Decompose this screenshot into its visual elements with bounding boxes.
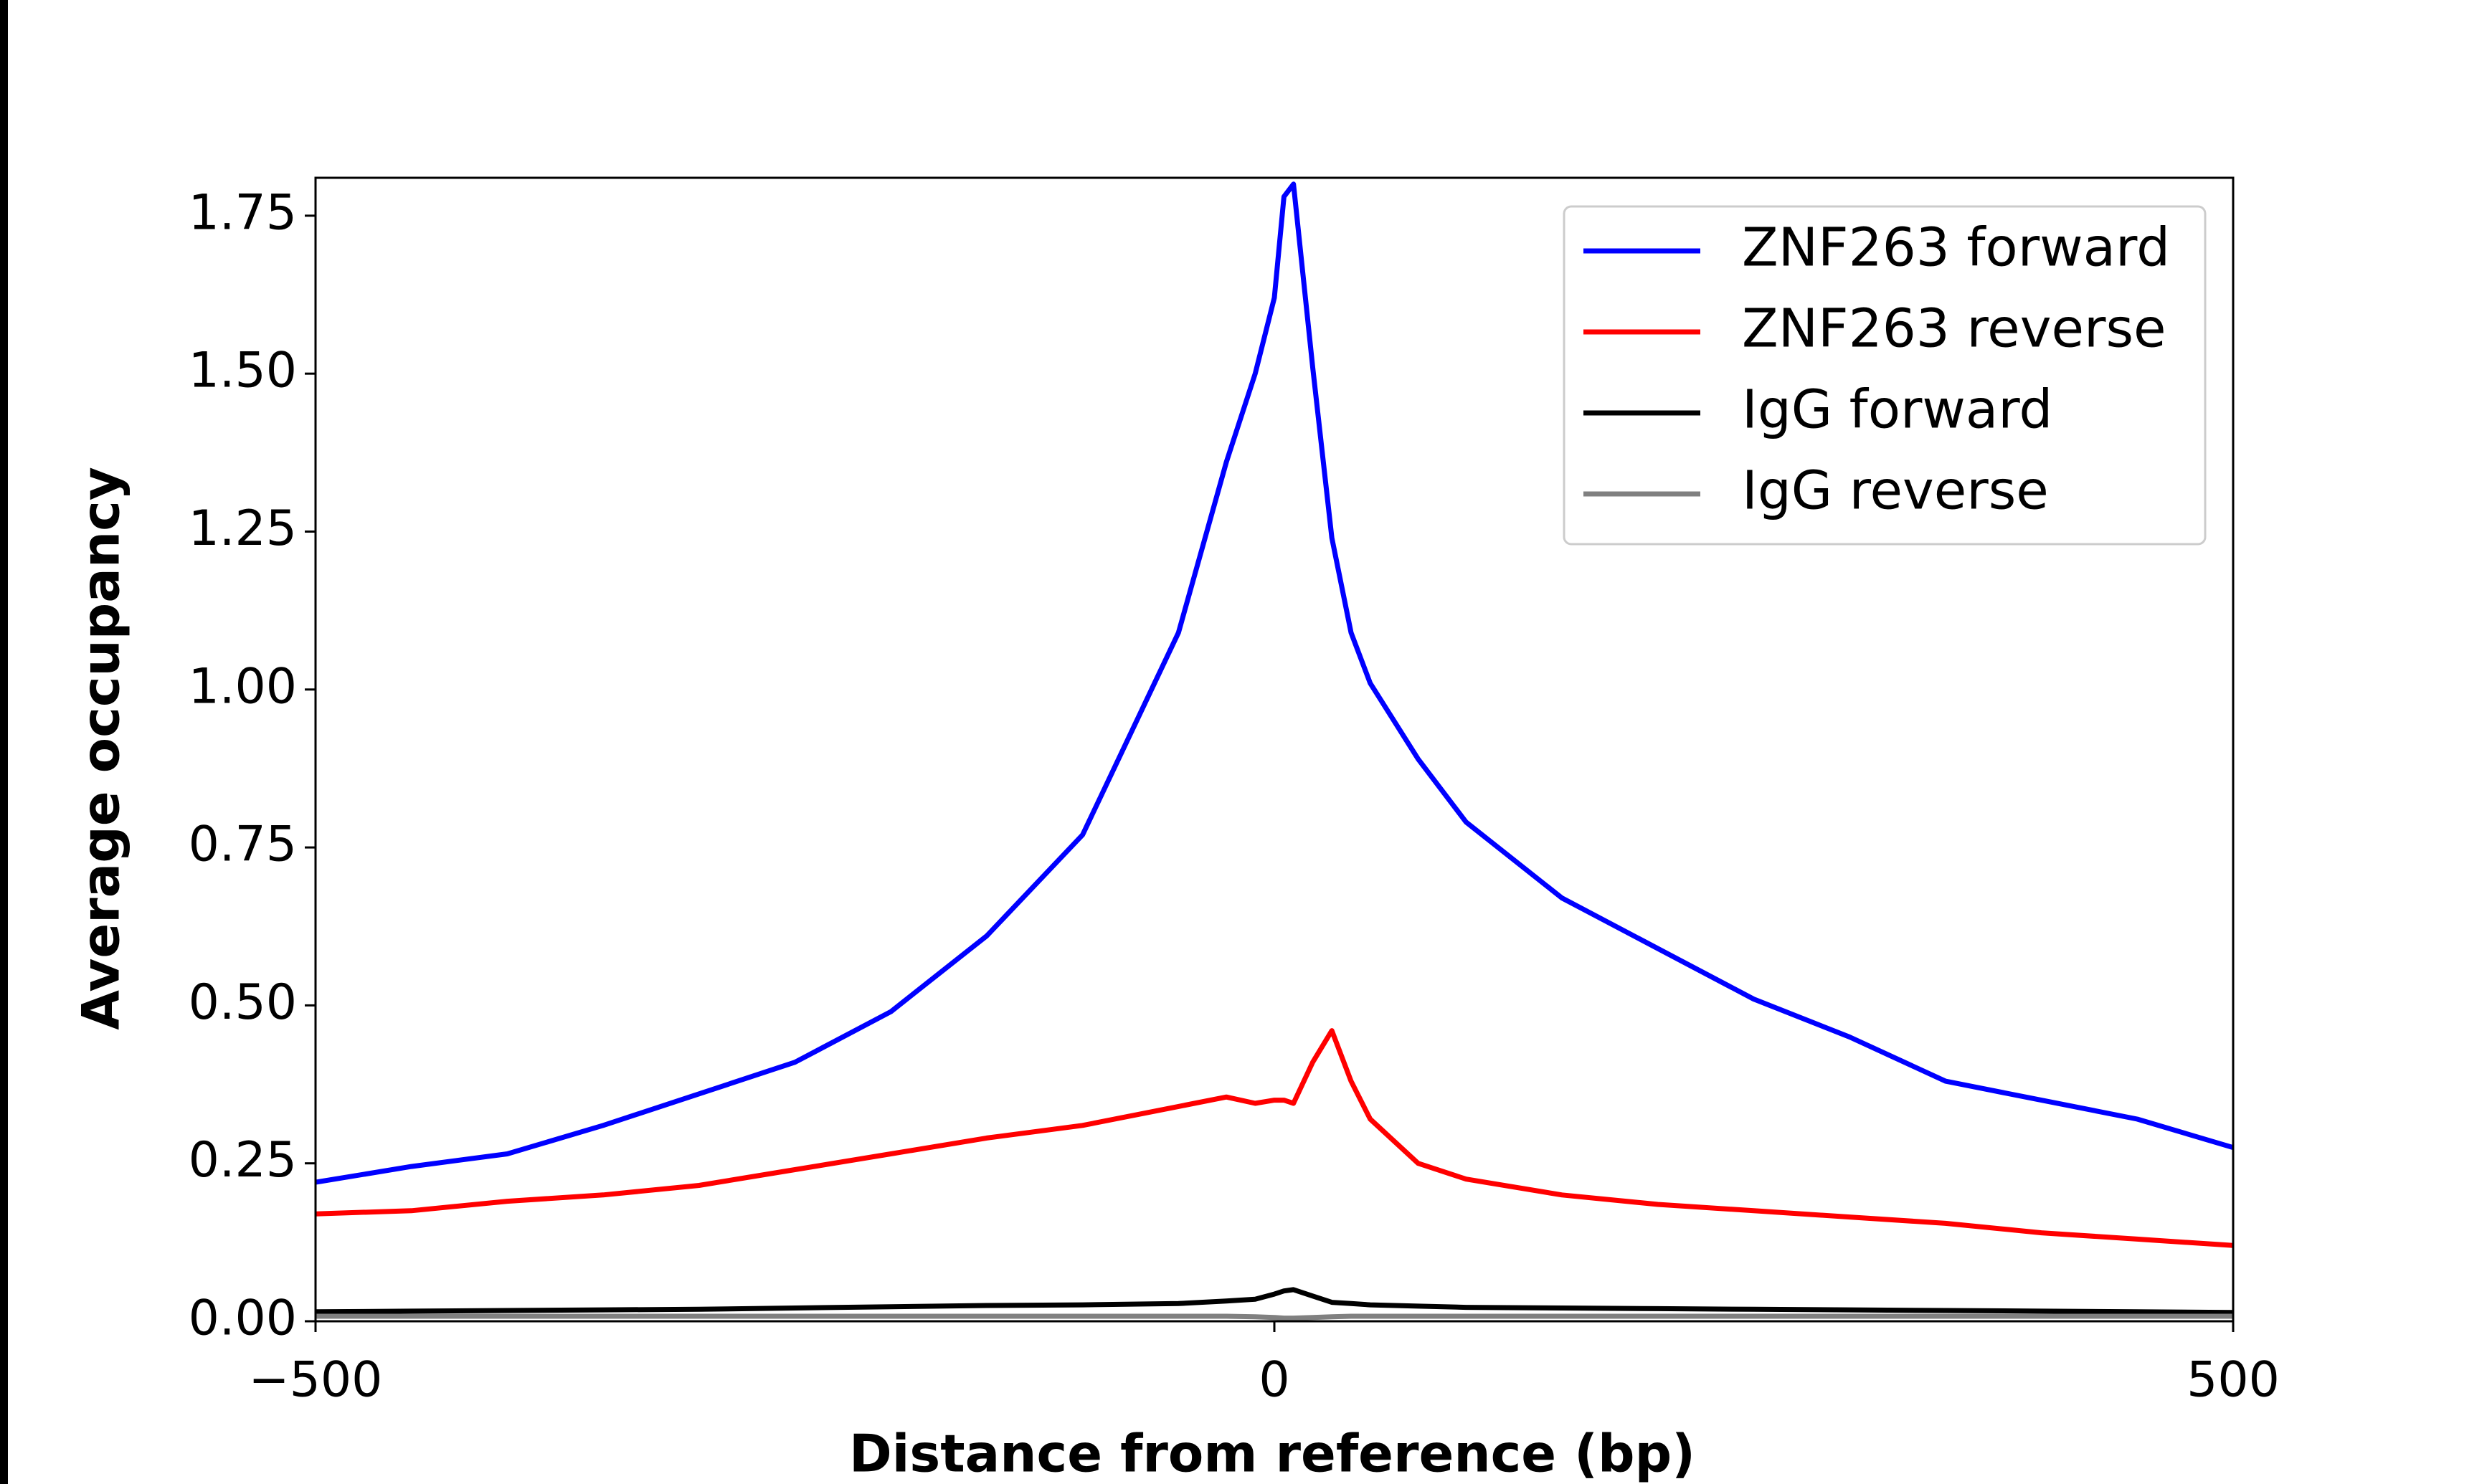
y-tick-label: 0.75 (189, 817, 297, 873)
series-line (316, 1313, 2233, 1321)
x-axis-label: Distance from reference (bp) (849, 1424, 1695, 1484)
y-tick-label: 1.75 (189, 184, 297, 241)
x-tick-label: −500 (249, 1352, 383, 1409)
legend-label: IgG reverse (1742, 460, 2049, 522)
y-tick-label: 0.50 (189, 974, 297, 1031)
y-tick-label: 0.00 (189, 1290, 297, 1347)
legend-label: ZNF263 reverse (1742, 298, 2166, 360)
y-axis-label: Average occupancy (71, 467, 131, 1030)
legend-label: IgG forward (1742, 379, 2052, 441)
series-line (315, 1287, 2234, 1316)
x-tick-label: 0 (1259, 1352, 1289, 1409)
y-tick-label: 0.25 (189, 1132, 297, 1189)
series-line (315, 1028, 2234, 1248)
series-line (315, 181, 2234, 1185)
legend-box (1563, 205, 2207, 546)
plot-frame (314, 176, 2235, 1323)
left-border (0, 0, 8, 1484)
legend-label: ZNF263 forward (1742, 217, 2170, 279)
y-tick-label: 1.25 (189, 500, 297, 557)
x-tick-label: 500 (2187, 1352, 2280, 1409)
y-tick-label: 1.50 (189, 343, 297, 399)
y-tick-label: 1.00 (189, 658, 297, 715)
